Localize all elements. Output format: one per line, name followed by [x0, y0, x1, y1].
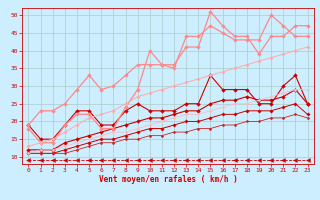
X-axis label: Vent moyen/en rafales ( km/h ): Vent moyen/en rafales ( km/h ) — [99, 175, 237, 184]
